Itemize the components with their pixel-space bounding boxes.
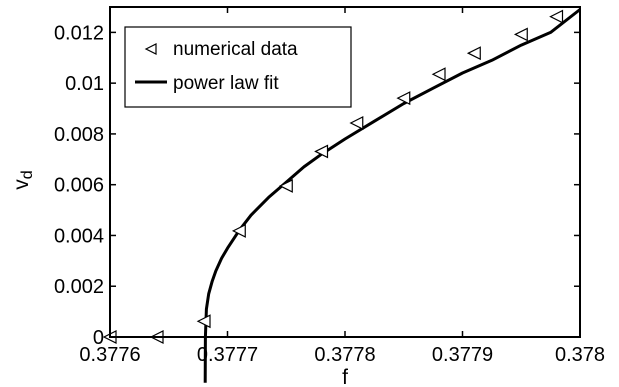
x-tick-label: 0.3779 xyxy=(432,344,493,366)
data-point xyxy=(549,9,564,24)
data-point xyxy=(466,46,481,61)
data-point xyxy=(314,144,329,159)
data-point xyxy=(513,27,528,42)
y-tick-label: 0.002 xyxy=(54,276,104,298)
data-point xyxy=(278,178,293,193)
plot-marks xyxy=(102,8,581,383)
y-tick-label: 0.012 xyxy=(54,22,104,44)
legend-label-power-law-fit: power law fit xyxy=(173,73,279,94)
axis-tick-labels: 0.3776 0.3777 0.3778 0.3779 0.378 0 0.002 0.004… xyxy=(54,22,605,366)
x-tick-label: 0.378 xyxy=(555,344,605,366)
y-tick-label: 0.004 xyxy=(54,225,104,247)
x-tick-label: 0.3776 xyxy=(79,344,140,366)
y-axis-label-subscript: d xyxy=(19,170,36,179)
data-point xyxy=(196,314,211,329)
legend: numerical data power law fit xyxy=(124,26,352,108)
x-tick-label: 0.3777 xyxy=(197,344,258,366)
y-tick-label: 0 xyxy=(93,327,104,349)
data-point xyxy=(349,116,364,130)
legend-label-numerical-data: numerical data xyxy=(173,39,298,60)
axis-ticks xyxy=(109,7,581,338)
data-point xyxy=(431,67,446,82)
series-line-power-law-fit xyxy=(203,8,581,383)
x-axis-label: f xyxy=(342,366,348,387)
data-point xyxy=(396,91,411,106)
data-point xyxy=(231,223,246,238)
x-tick-label: 0.3778 xyxy=(314,344,375,366)
y-axis-label-main: v xyxy=(10,179,33,190)
legend-box xyxy=(124,26,352,108)
y-axis-label: vd xyxy=(10,170,36,189)
y-tick-label: 0.008 xyxy=(54,124,104,146)
legend-marker-numerical-data xyxy=(144,43,157,55)
y-tick-label: 0.01 xyxy=(65,73,104,95)
y-tick-label: 0.006 xyxy=(54,175,104,197)
